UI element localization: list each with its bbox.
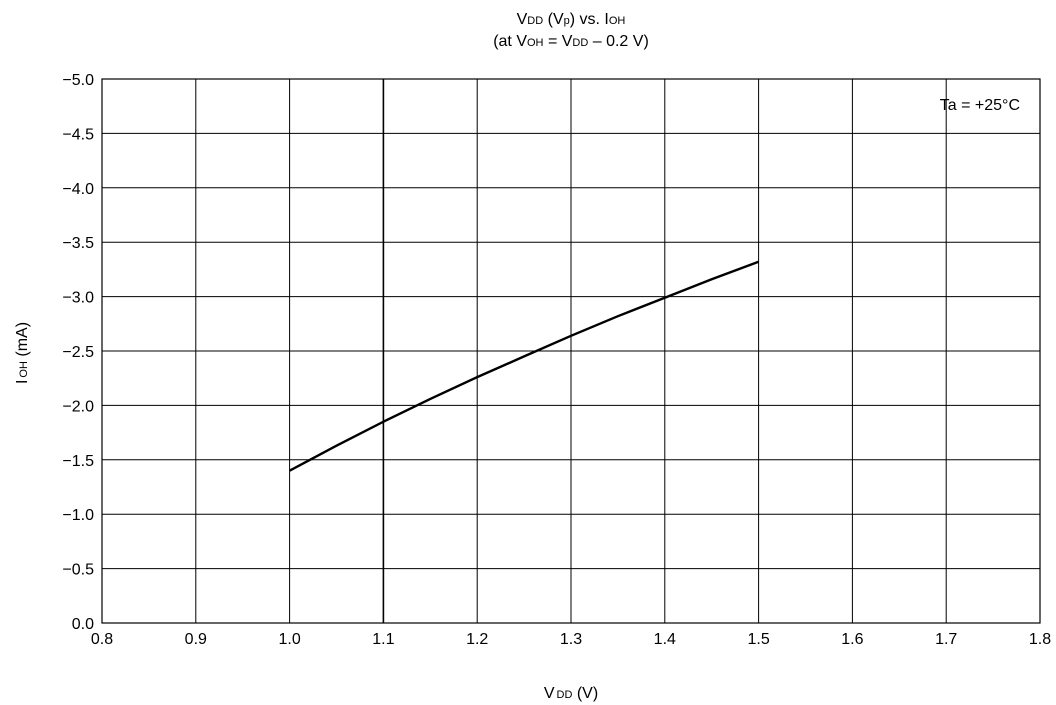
y-tick-label: −3.5 xyxy=(62,235,94,252)
x-tick-label: 1.5 xyxy=(747,631,769,648)
series-group xyxy=(289,260,760,472)
ylabel-main: I xyxy=(14,380,31,384)
grid xyxy=(101,78,1041,624)
x-tick-label: 1.4 xyxy=(654,631,676,648)
y-tick-label: −2.0 xyxy=(62,398,94,415)
x-axis-label: V DD (V) xyxy=(544,685,598,702)
xlabel-main: V xyxy=(544,685,555,702)
y-tick-labels: 0.0 −0.5 −1.0 −1.5 −2.0 −2.5 −3.0 −3.5 −4.0 −4.5 −… xyxy=(62,72,94,633)
title1-b-sub: p xyxy=(564,15,570,27)
chart-title-line1: VDD (Vp) vs. IOH xyxy=(517,11,626,28)
x-tick-label: 0.8 xyxy=(91,631,113,648)
x-tick-label: 1.7 xyxy=(935,631,957,648)
x-tick-label: 1.1 xyxy=(372,631,394,648)
y-axis-label: I OH (mA) xyxy=(14,322,31,384)
ylabel-unit: (mA) xyxy=(14,322,31,361)
temperature-annotation: Ta = +25°C xyxy=(940,97,1020,114)
title1-c: ) vs. I xyxy=(570,11,609,28)
y-tick-label: −3.0 xyxy=(62,290,94,307)
y-tick-label: 0.0 xyxy=(72,616,94,633)
title1-a-sub: DD xyxy=(527,15,543,27)
x-tick-label: 1.2 xyxy=(466,631,488,648)
title2-a-sub: OH xyxy=(527,37,544,49)
title1-b: (V xyxy=(543,11,564,28)
series-line xyxy=(289,260,760,472)
xlabel-unit: (V) xyxy=(572,685,598,702)
x-tick-label: 1.8 xyxy=(1029,631,1051,648)
y-tick-label: −1.5 xyxy=(62,453,94,470)
xlabel-sub: DD xyxy=(557,689,573,701)
y-tick-label: −4.5 xyxy=(62,126,94,143)
title1-c-sub: OH xyxy=(609,15,626,27)
title2-b-sub: DD xyxy=(572,37,588,49)
chart-title-line2: (at VOH = VDD – 0.2 V) xyxy=(493,33,649,50)
x-tick-label: 1.6 xyxy=(841,631,863,648)
plot-frame xyxy=(101,78,1041,624)
y-tick-label: −5.0 xyxy=(62,72,94,89)
x-tick-labels: 0.8 0.9 1.0 1.1 1.2 1.3 1.4 1.5 1.6 1.7 1.8 xyxy=(91,631,1051,648)
y-tick-label: −1.0 xyxy=(62,507,94,524)
title2-c: – 0.2 V) xyxy=(588,33,648,50)
ylabel-sub: OH xyxy=(18,361,30,378)
title2-a: (at V xyxy=(493,33,527,50)
x-tick-label: 1.0 xyxy=(278,631,300,648)
y-tick-label: −2.5 xyxy=(62,344,94,361)
y-tick-label: −0.5 xyxy=(62,562,94,579)
x-tick-label: 1.3 xyxy=(560,631,582,648)
y-tick-label: −4.0 xyxy=(62,181,94,198)
x-tick-label: 0.9 xyxy=(185,631,207,648)
title1-a: V xyxy=(517,11,528,28)
title2-b: = V xyxy=(544,33,573,50)
